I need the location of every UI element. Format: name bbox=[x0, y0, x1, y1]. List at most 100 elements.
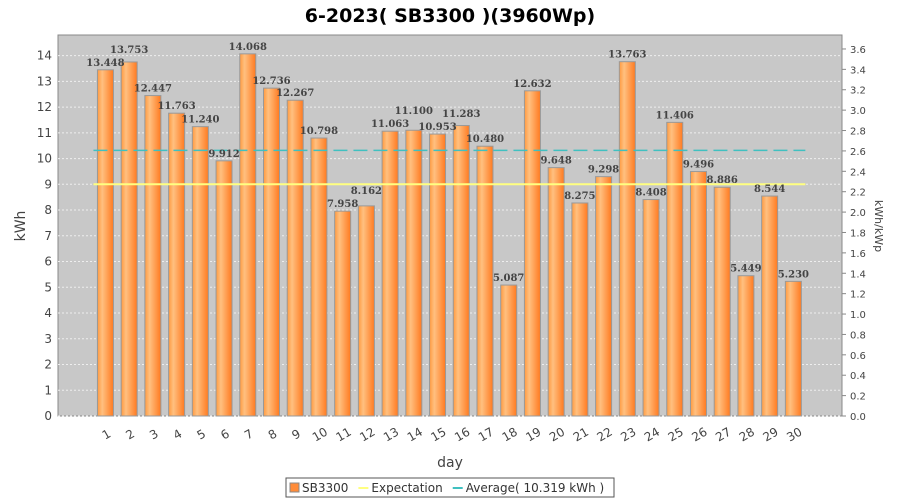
bar bbox=[429, 133, 447, 417]
y-tick-label: 6 bbox=[44, 255, 52, 269]
bar bbox=[96, 69, 114, 417]
legend-average: Average( 10.319 kWh ) bbox=[466, 481, 605, 495]
y-tick-label: 13 bbox=[37, 74, 52, 88]
y-tick-label: 10 bbox=[37, 152, 52, 166]
data-label: 11.763 bbox=[157, 101, 195, 112]
data-label: 8.886 bbox=[707, 175, 738, 186]
y2-tick-label: 2.0 bbox=[850, 208, 866, 219]
x-tick-label: 25 bbox=[666, 425, 686, 445]
x-tick-label: 20 bbox=[547, 425, 567, 445]
data-label: 8.162 bbox=[351, 186, 382, 197]
bar bbox=[689, 171, 707, 417]
data-label: 10.798 bbox=[300, 126, 338, 137]
bar bbox=[286, 99, 304, 417]
y-tick-label: 11 bbox=[37, 126, 52, 140]
data-label: 11.100 bbox=[395, 106, 433, 117]
x-tick-label: 2 bbox=[123, 427, 137, 443]
bar bbox=[618, 61, 636, 417]
x-tick-label: 13 bbox=[381, 425, 401, 445]
y2-tick-label: 2.4 bbox=[850, 167, 866, 178]
y2-tick-label: 3.6 bbox=[850, 45, 866, 56]
legend: SB3300 Expectation Average( 10.319 kWh ) bbox=[285, 477, 615, 498]
bar bbox=[357, 205, 375, 417]
data-label: 12.267 bbox=[276, 88, 314, 99]
x-tick-label: 10 bbox=[310, 425, 330, 445]
bar bbox=[784, 280, 802, 417]
x-tick-label: 23 bbox=[618, 425, 638, 445]
y-tick-label: 8 bbox=[44, 203, 52, 217]
x-tick-label: 22 bbox=[594, 425, 614, 445]
bar bbox=[666, 121, 684, 417]
y2-tick-label: 0.6 bbox=[850, 351, 866, 362]
y2-tick-label: 1.4 bbox=[850, 269, 866, 280]
y-tick-label: 0 bbox=[44, 409, 52, 423]
y2-tick-label: 1.2 bbox=[850, 290, 866, 301]
bar bbox=[334, 210, 352, 417]
data-label: 12.736 bbox=[252, 76, 290, 87]
data-label: 5.230 bbox=[778, 269, 809, 280]
x-tick-label: 14 bbox=[405, 425, 425, 445]
bar bbox=[405, 129, 423, 417]
bar bbox=[215, 160, 233, 417]
x-tick-label: 24 bbox=[642, 425, 662, 445]
x-tick-label: 3 bbox=[147, 427, 161, 443]
x-tick-label: 7 bbox=[242, 427, 256, 443]
data-label: 13.763 bbox=[608, 50, 646, 61]
y-tick-label: 4 bbox=[44, 306, 52, 320]
data-label: 10.953 bbox=[418, 122, 456, 133]
bar bbox=[737, 275, 755, 417]
data-label: 12.632 bbox=[513, 79, 551, 90]
bar bbox=[571, 202, 589, 417]
data-label: 13.753 bbox=[110, 45, 148, 56]
y2-tick-label: 3.4 bbox=[850, 65, 866, 76]
y2-tick-label: 0.0 bbox=[850, 412, 866, 423]
x-tick-label: 29 bbox=[761, 425, 781, 445]
x-tick-label: 12 bbox=[357, 425, 377, 445]
x-tick-label: 11 bbox=[334, 425, 354, 445]
data-label: 9.298 bbox=[588, 165, 619, 176]
data-label: 5.449 bbox=[730, 264, 761, 275]
bar bbox=[452, 125, 470, 417]
y2-axis-label: kWh/kWp bbox=[872, 200, 885, 252]
x-tick-label: 9 bbox=[289, 427, 303, 443]
bar bbox=[168, 112, 186, 417]
y2-tick-label: 0.4 bbox=[850, 371, 866, 382]
legend-swatch-sb3300 bbox=[289, 482, 300, 493]
data-label: 7.958 bbox=[327, 199, 358, 210]
x-tick-label: 4 bbox=[171, 427, 185, 443]
y2-tick-label: 2.2 bbox=[850, 188, 866, 199]
bar bbox=[144, 95, 162, 417]
y-tick-label: 14 bbox=[37, 49, 52, 63]
legend-sb3300: SB3300 bbox=[302, 481, 348, 495]
data-label: 11.063 bbox=[371, 119, 409, 130]
y2-tick-label: 2.6 bbox=[850, 147, 866, 158]
bar bbox=[761, 195, 779, 417]
x-tick-label: 27 bbox=[713, 425, 733, 445]
y2-tick-label: 1.0 bbox=[850, 310, 866, 321]
x-tick-label: 15 bbox=[428, 425, 448, 445]
bar bbox=[713, 186, 731, 417]
bar bbox=[547, 167, 565, 417]
bar bbox=[595, 176, 613, 417]
bar bbox=[476, 145, 494, 417]
y-tick-label: 1 bbox=[44, 383, 52, 397]
y2-tick-label: 3.0 bbox=[850, 106, 866, 117]
data-label: 14.068 bbox=[229, 42, 267, 53]
data-label: 5.087 bbox=[493, 273, 524, 284]
bar bbox=[523, 90, 541, 417]
bar bbox=[120, 61, 138, 417]
x-tick-label: 21 bbox=[571, 425, 591, 445]
x-tick-label: 8 bbox=[266, 427, 280, 443]
bar bbox=[239, 53, 257, 417]
y2-tick-label: 0.2 bbox=[850, 392, 866, 403]
y-axis-label: kWh bbox=[13, 211, 29, 242]
data-label: 9.648 bbox=[540, 156, 571, 167]
data-label: 13.448 bbox=[86, 58, 124, 69]
bar bbox=[191, 126, 209, 417]
y2-tick-label: 2.8 bbox=[850, 127, 866, 138]
plot-area bbox=[57, 34, 843, 417]
data-label: 12.447 bbox=[134, 84, 172, 95]
y2-tick-label: 1.6 bbox=[850, 249, 866, 260]
data-label: 10.480 bbox=[466, 134, 504, 145]
